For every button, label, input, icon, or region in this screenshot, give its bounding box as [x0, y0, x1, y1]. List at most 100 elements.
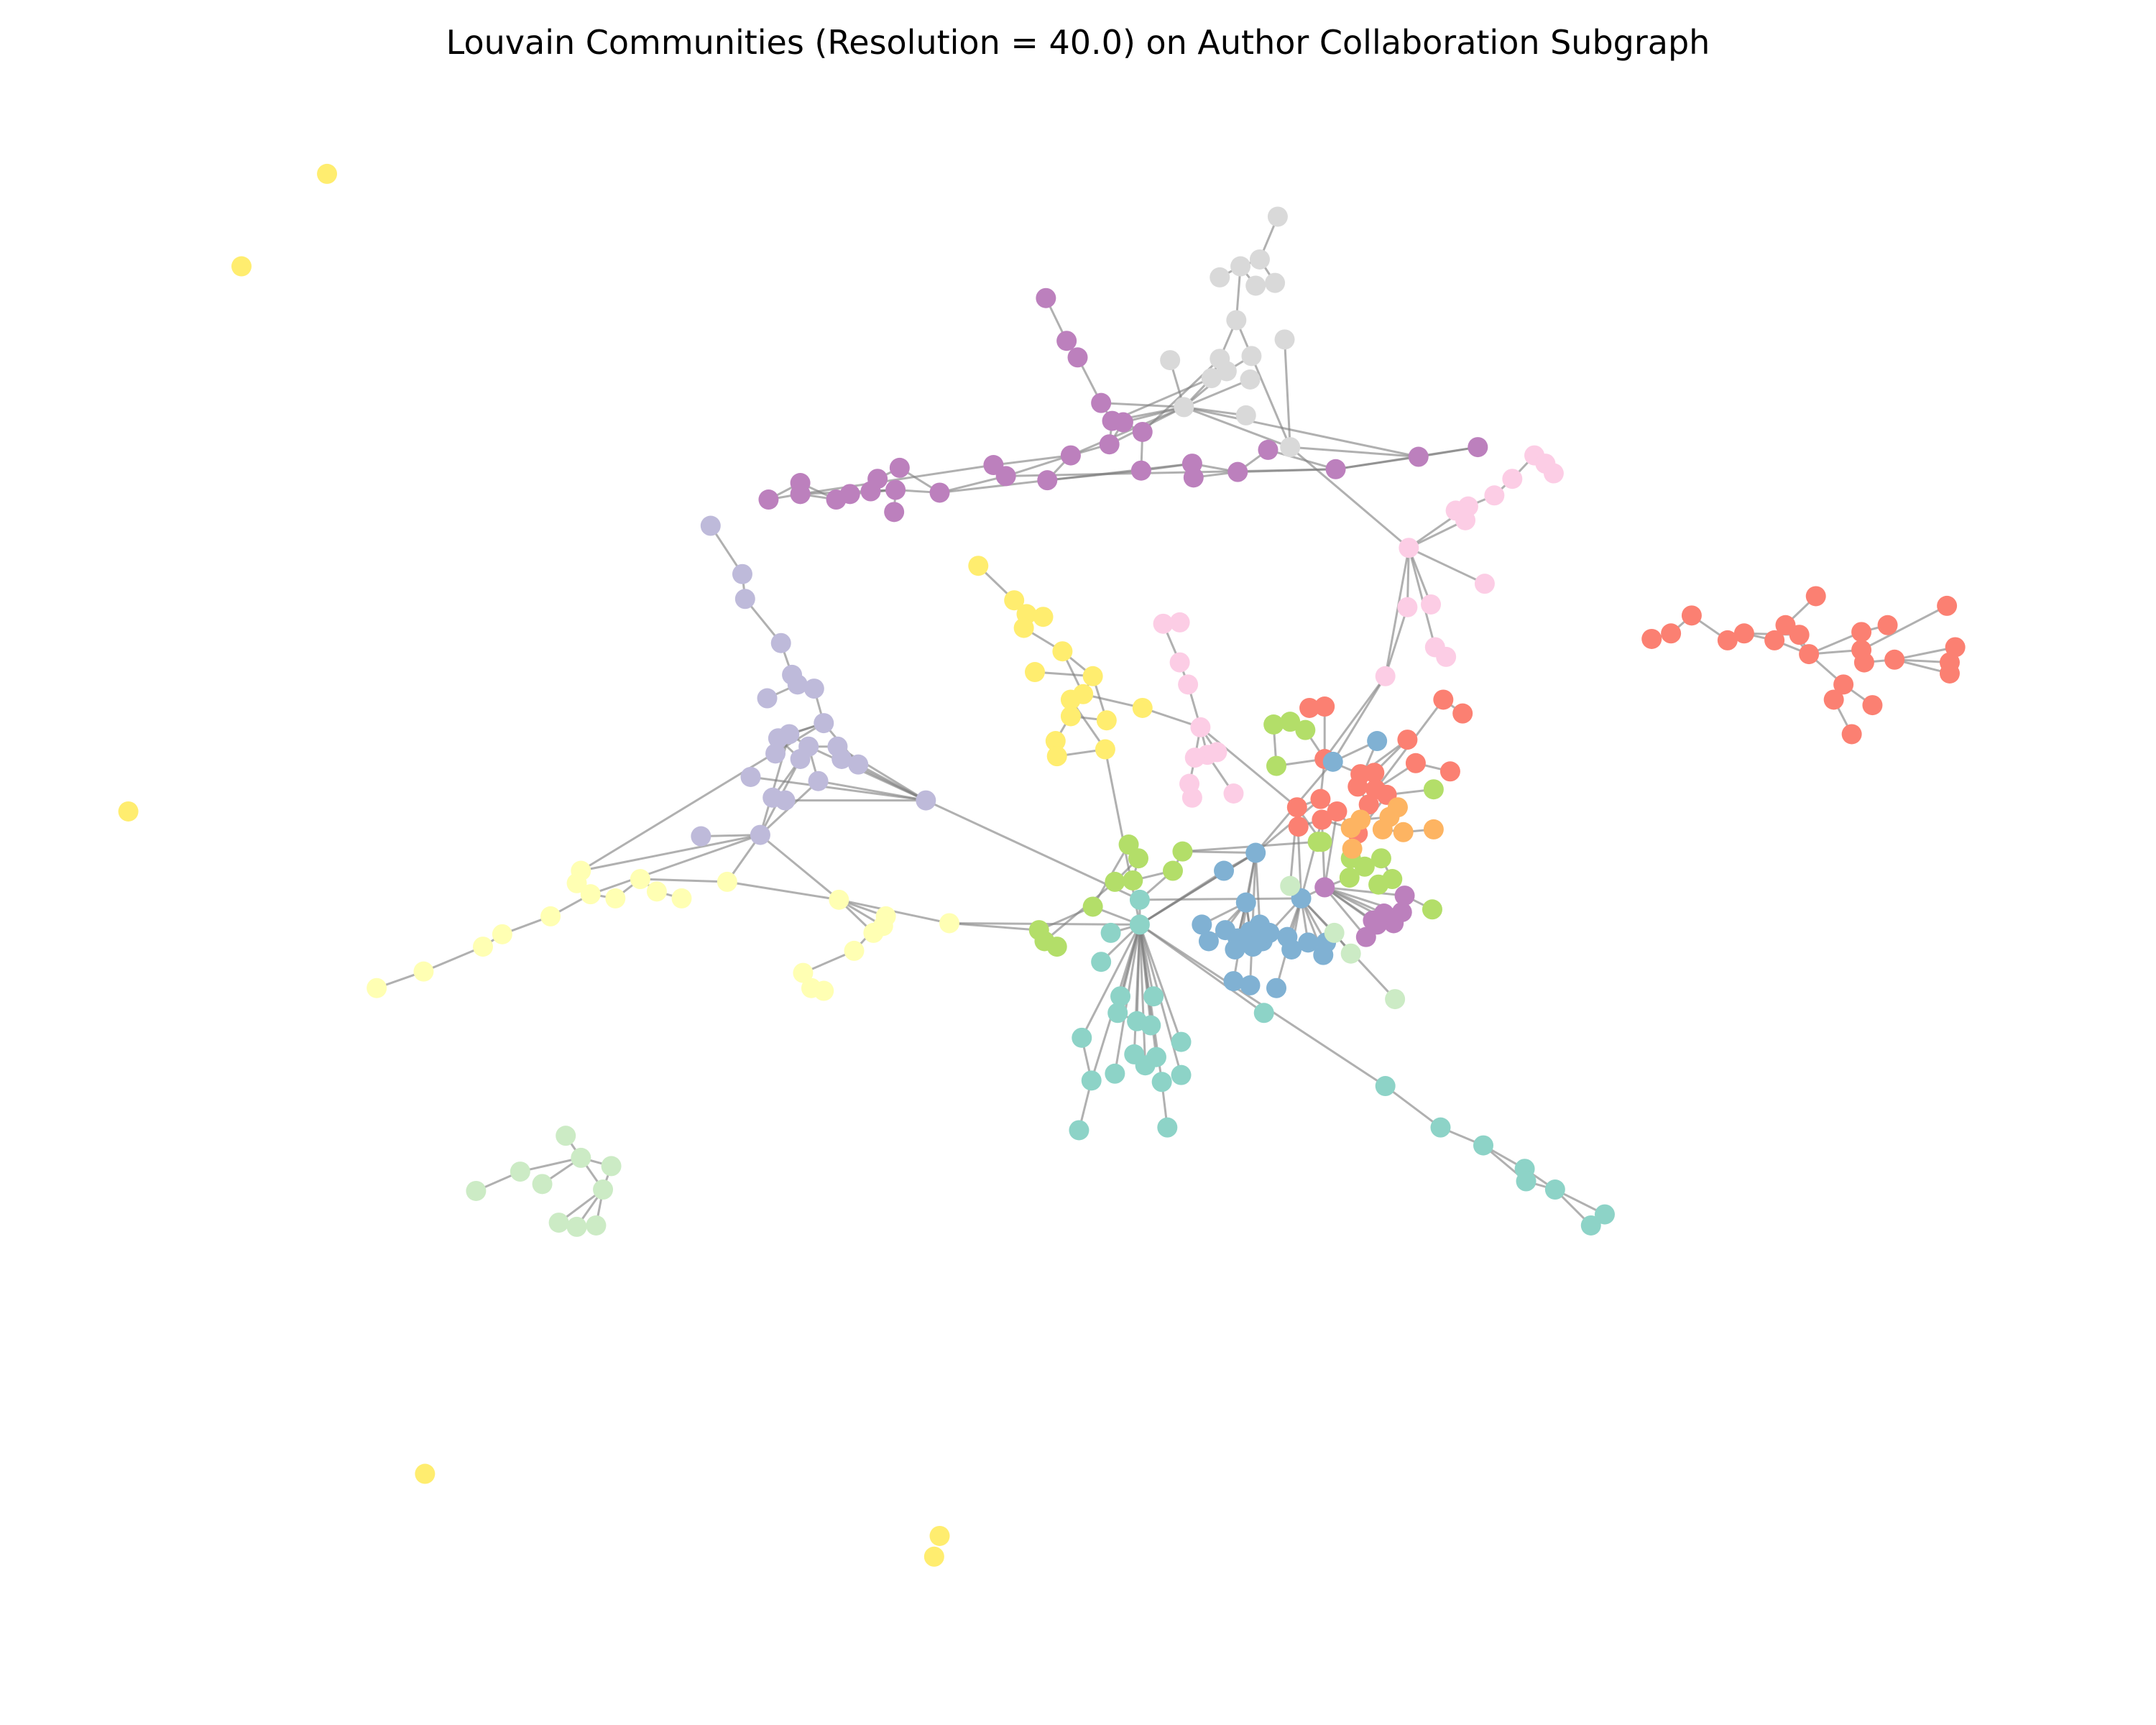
edge [520, 1156, 581, 1173]
node-teal [1129, 889, 1150, 910]
node-blue [1198, 931, 1219, 952]
node-lime [1163, 860, 1183, 881]
node-blue [1298, 932, 1319, 953]
node-grey [1249, 249, 1270, 270]
edge [1268, 448, 1336, 471]
node-purple [1355, 926, 1376, 947]
node-pink [1169, 612, 1190, 632]
node-light-yellow [566, 873, 587, 893]
node-lime [1280, 712, 1301, 732]
node-blue [1245, 842, 1266, 863]
node-light-yellow [540, 906, 561, 926]
node-purple [1067, 347, 1088, 368]
node-purple [995, 466, 1016, 487]
node-lavender [808, 770, 829, 791]
node-teal [1157, 1117, 1178, 1138]
edge [1325, 886, 1405, 897]
node-mint [510, 1162, 530, 1182]
node-lavender [691, 826, 711, 847]
node-lavender [765, 743, 786, 764]
node-salmon [1805, 586, 1826, 607]
node-teal [1105, 1063, 1125, 1084]
node-teal [1580, 1215, 1601, 1236]
node-salmon [1312, 809, 1332, 830]
edge [640, 878, 727, 883]
node-teal [1375, 1076, 1396, 1097]
node-salmon [1314, 696, 1335, 717]
node-salmon [1884, 649, 1905, 670]
node-salmon [1348, 776, 1368, 797]
node-orange [1379, 806, 1400, 827]
node-salmon [1823, 689, 1844, 710]
node-lavender [734, 589, 755, 610]
edge [1069, 699, 1107, 750]
node-salmon [1945, 637, 1966, 658]
edge [1005, 468, 1336, 477]
node-salmon [1405, 753, 1426, 773]
node-lime [1082, 896, 1103, 917]
node-yellow [968, 556, 989, 576]
edge [581, 834, 761, 872]
node-salmon [1833, 674, 1854, 695]
node-purple [1391, 902, 1412, 923]
node-yellow [1045, 731, 1066, 752]
node-teal [1129, 914, 1150, 935]
edge [1384, 547, 1410, 677]
edge [1123, 405, 1184, 423]
edge [1233, 852, 1257, 982]
node-yellow [929, 1525, 950, 1546]
node-lavender [740, 766, 761, 787]
edge [939, 474, 1007, 494]
node-salmon [1310, 788, 1331, 809]
node-yellow [231, 256, 252, 277]
edge [1255, 798, 1322, 854]
node-pink [1153, 613, 1174, 634]
node-salmon [1327, 801, 1348, 822]
node-lime [1295, 719, 1316, 740]
node-purple [1314, 877, 1335, 898]
edge [590, 834, 761, 896]
node-pink [1436, 646, 1457, 667]
node-lime [1339, 868, 1360, 888]
node-mint [556, 1126, 576, 1146]
node-grey [1245, 275, 1266, 296]
edge [1384, 1085, 1442, 1128]
node-yellow [118, 801, 139, 822]
node-pink [1399, 538, 1419, 558]
edge [1142, 707, 1201, 729]
node-grey [1174, 397, 1194, 418]
node-light-yellow [814, 980, 834, 1001]
node-lime [1354, 856, 1375, 877]
node-salmon [1877, 615, 1898, 635]
node-light-yellow [630, 869, 650, 890]
node-yellow [923, 1546, 944, 1567]
edge [1138, 924, 1182, 1043]
node-lavender [700, 515, 721, 536]
node-salmon [1717, 630, 1738, 650]
node-yellow [1060, 706, 1081, 727]
node-blue [1192, 914, 1212, 935]
edge [750, 776, 926, 802]
node-mint [1280, 875, 1301, 896]
node-teal [1544, 1179, 1565, 1200]
node-pink [1181, 787, 1202, 808]
node-teal [1141, 1015, 1161, 1036]
node-purple [1056, 331, 1077, 351]
node-teal [1072, 1027, 1092, 1048]
node-purple [1091, 392, 1112, 413]
node-yellow [1132, 697, 1153, 718]
node-salmon [1841, 724, 1862, 745]
edge [1407, 547, 1437, 648]
edge [1284, 339, 1291, 448]
node-yellow [1025, 662, 1045, 683]
node-teal [1516, 1171, 1537, 1192]
node-pink [1397, 597, 1418, 617]
node-purple [1132, 421, 1153, 442]
edge [1138, 924, 1147, 1066]
node-salmon [1288, 816, 1309, 837]
node-pink [1184, 748, 1205, 768]
node-light-yellow [580, 884, 601, 905]
node-light-yellow [793, 962, 814, 983]
edge [1139, 852, 1256, 926]
node-mint [571, 1147, 591, 1168]
